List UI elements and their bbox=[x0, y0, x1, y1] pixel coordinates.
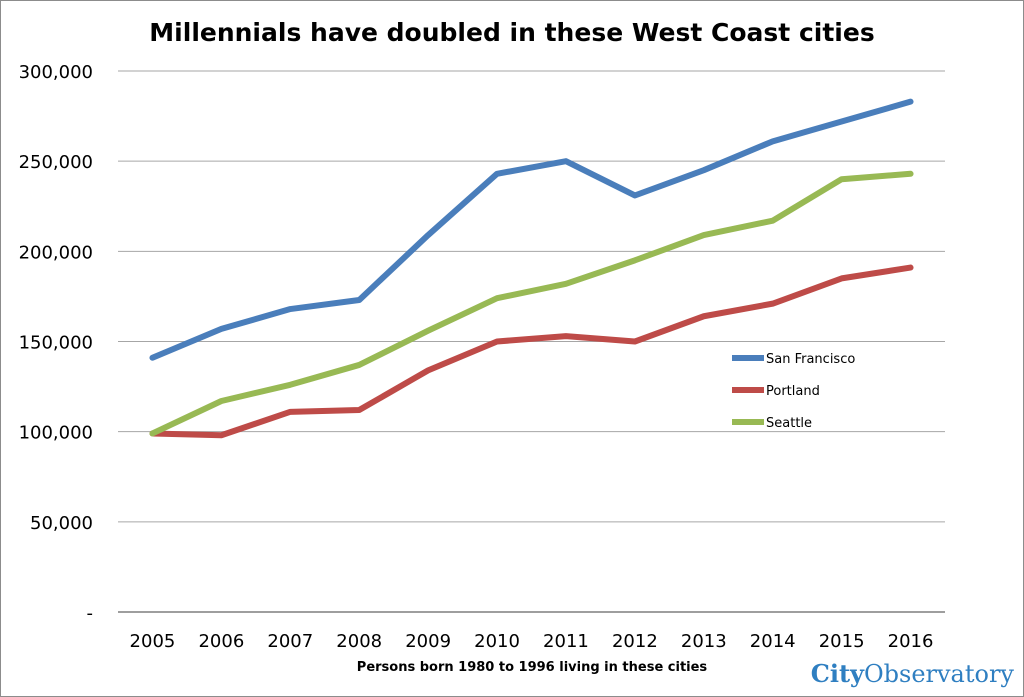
y-tick-label: 250,000 bbox=[19, 152, 93, 173]
data-point bbox=[910, 267, 912, 269]
x-tick-label: 2006 bbox=[198, 631, 244, 652]
y-tick-label: 300,000 bbox=[19, 62, 93, 83]
x-tick-label: 2015 bbox=[819, 631, 865, 652]
city-observatory-logo: CityObservatory bbox=[810, 659, 1014, 688]
data-point bbox=[772, 303, 774, 305]
y-tick-label: 150,000 bbox=[19, 333, 93, 354]
data-point bbox=[358, 364, 360, 366]
data-point bbox=[151, 432, 153, 434]
data-point bbox=[427, 234, 429, 236]
data-point bbox=[496, 173, 498, 175]
chart-title: Millennials have doubled in these West C… bbox=[149, 18, 875, 47]
data-point bbox=[358, 409, 360, 411]
y-tick-label: 50,000 bbox=[30, 513, 93, 534]
legend-label: San Francisco bbox=[766, 352, 855, 367]
data-point bbox=[565, 160, 567, 162]
x-tick-label: 2009 bbox=[405, 631, 451, 652]
legend-label: Seattle bbox=[766, 416, 812, 431]
data-point bbox=[427, 369, 429, 371]
data-point bbox=[703, 234, 705, 236]
data-point bbox=[496, 341, 498, 342]
data-point bbox=[289, 384, 291, 386]
x-tick-label: 2010 bbox=[474, 631, 520, 652]
data-point bbox=[289, 308, 291, 310]
data-point bbox=[496, 297, 498, 299]
data-point bbox=[703, 169, 705, 171]
y-tick-label: - bbox=[87, 603, 94, 624]
data-point bbox=[703, 315, 705, 317]
data-point bbox=[220, 400, 222, 402]
data-point bbox=[220, 434, 222, 436]
data-point bbox=[772, 220, 774, 222]
x-tick-label: 2016 bbox=[888, 631, 934, 652]
x-tick-label: 2008 bbox=[336, 631, 382, 652]
data-point bbox=[151, 357, 153, 359]
x-tick-label: 2014 bbox=[750, 631, 796, 652]
data-point bbox=[565, 335, 567, 337]
data-point bbox=[634, 194, 636, 196]
data-point bbox=[565, 283, 567, 285]
data-point bbox=[910, 101, 912, 103]
data-point bbox=[289, 411, 291, 413]
y-tick-label: 200,000 bbox=[19, 242, 93, 263]
x-tick-label: 2005 bbox=[130, 631, 176, 652]
data-point bbox=[634, 259, 636, 261]
data-point bbox=[910, 173, 912, 175]
series-line-san-francisco bbox=[149, 98, 914, 361]
data-point bbox=[841, 277, 843, 279]
x-tick-label: 2007 bbox=[267, 631, 313, 652]
data-point bbox=[358, 299, 360, 301]
x-tick-label: 2011 bbox=[543, 631, 589, 652]
series-line-seattle bbox=[149, 170, 914, 437]
data-point bbox=[841, 178, 843, 180]
series-line-portland bbox=[149, 264, 914, 439]
x-tick-label: 2012 bbox=[612, 631, 658, 652]
data-point bbox=[841, 120, 843, 122]
data-point bbox=[772, 140, 774, 142]
x-tick-label: 2013 bbox=[681, 631, 727, 652]
data-point bbox=[634, 341, 636, 342]
legend-label: Portland bbox=[766, 384, 820, 399]
x-axis-label: Persons born 1980 to 1996 living in thes… bbox=[357, 660, 708, 675]
data-point bbox=[220, 328, 222, 330]
y-tick-label: 100,000 bbox=[19, 423, 93, 444]
data-point bbox=[427, 330, 429, 332]
